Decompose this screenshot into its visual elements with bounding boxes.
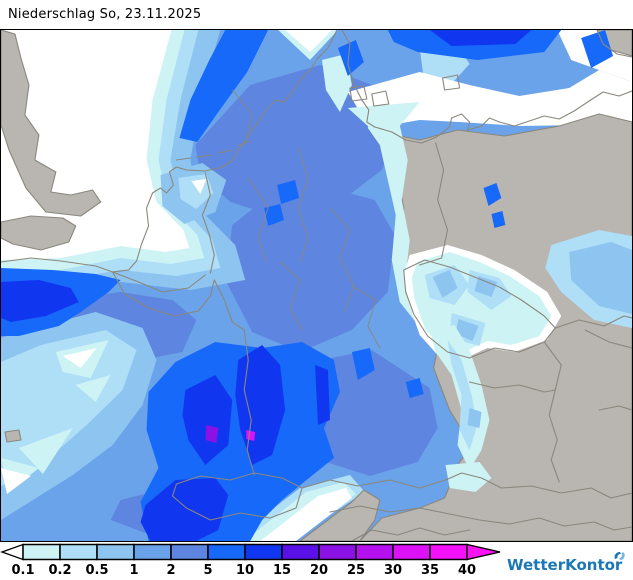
precipitation-legend: 0.1 0.2 0.5 1 2 5 10 15 20 25 30 35 40 xyxy=(0,543,633,580)
legend-tick-label: 0.2 xyxy=(48,563,71,578)
legend-box xyxy=(392,543,431,561)
legend-tick-label: 5 xyxy=(203,563,212,578)
legend-box xyxy=(96,543,135,561)
map-title: Niederschlag So, 23.11.2025 xyxy=(8,7,202,22)
legend-box xyxy=(22,543,61,561)
legend-box xyxy=(355,543,394,561)
legend-tick-label: 0.5 xyxy=(85,563,108,578)
legend-box xyxy=(429,543,468,561)
legend-tick-label: 15 xyxy=(273,563,291,578)
legend-tick-label: 1 xyxy=(129,563,138,578)
legend-tick-label: 40 xyxy=(458,563,476,578)
heavy-precip-regions xyxy=(1,30,614,541)
precipitation-legend-scale: 0.1 0.2 0.5 1 2 5 10 15 20 25 30 35 40 xyxy=(0,543,501,578)
state-borders xyxy=(231,89,381,349)
logo-text: WetterKontor xyxy=(507,556,623,574)
map-frame xyxy=(0,29,633,542)
legend-tick-label: 30 xyxy=(384,563,402,578)
legend-tick-label: 25 xyxy=(347,563,365,578)
legend-box xyxy=(281,543,320,561)
wetterkontor-logo[interactable]: WetterKontor xyxy=(507,551,625,577)
legend-tick-label: 0.1 xyxy=(11,563,34,578)
legend-box xyxy=(244,543,283,561)
coastlines xyxy=(1,30,632,273)
legend-tick-label: 20 xyxy=(310,563,328,578)
legend-box xyxy=(318,543,357,561)
legend-box xyxy=(133,543,172,561)
legend-tick-label: 10 xyxy=(236,563,254,578)
logo-swirl-icon xyxy=(614,551,625,561)
legend-box xyxy=(170,543,209,561)
country-borders xyxy=(112,142,632,541)
legend-overflow-arrow xyxy=(466,543,501,561)
legend-box xyxy=(59,543,98,561)
precipitation-map xyxy=(1,30,632,541)
legend-box xyxy=(207,543,246,561)
legend-tick-label: 35 xyxy=(421,563,439,578)
precip-regions-east xyxy=(230,115,632,541)
legend-tick-label: 2 xyxy=(166,563,175,578)
legend-underflow-arrow xyxy=(0,543,24,561)
